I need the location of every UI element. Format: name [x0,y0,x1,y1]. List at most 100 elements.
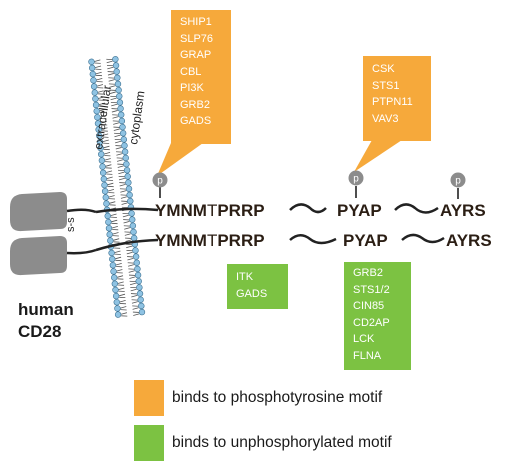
legend-swatch-unphospho [134,425,164,461]
motif-ayrs-bottom: AYRS [446,231,492,250]
lipid-head [114,311,122,318]
legend-label-unphospho: binds to unphosphorylated motif [172,434,392,451]
binder-item: GADS [236,287,268,300]
lipid-head [121,142,128,149]
linker-t-top: T [207,201,217,220]
lipid-head [101,181,108,189]
lipid-head [135,278,142,285]
lipid-head [109,255,116,263]
motif-prrp-bottom: PRRP [217,231,264,250]
lipid-head [129,216,136,223]
pyap-unphospho-binders-box: GRB2 STS1/2 CIN85 CD2AP LCK FLNA [344,262,411,370]
binder-item: CD2AP [353,316,390,329]
lipid-head [119,130,127,137]
lipid-head [99,163,106,170]
lipid-head [138,302,145,310]
motif-pyap-bottom: PYAP [343,231,388,250]
lipid-head [138,308,146,316]
binder-item: GADS [180,115,212,127]
prrp-unphospho-binders-box: ITK GADS [227,264,288,309]
lipid-head [133,259,140,266]
ymnm-phospho-binders-box: SHIP1 SLP76 GRAP CBL PI3K GRB2 GADS [171,10,231,144]
legend-swatch-phospho [134,380,164,416]
chain-bottom-tm [95,238,159,252]
lipid-head [127,197,134,205]
chain-top-tm [95,207,159,214]
lipid-head [132,253,140,260]
lipid-head [97,144,104,152]
lipid-head [129,222,137,229]
protein-title-line2: CD28 [18,322,62,341]
protein-title-line1: human [18,300,74,319]
lipid-head [136,284,143,291]
lipid-head [136,290,144,297]
lipid-head [123,160,130,168]
lipid-head [124,173,131,180]
lipid-head [132,247,139,254]
chain-top-linker1 [289,203,327,214]
binder-item: LCK [353,333,375,345]
binder-item: FLNA [353,349,382,362]
lipid-head [118,111,125,118]
lipid-head [116,99,124,106]
binder-item: STS1/2 [353,283,390,296]
motif-prrp-top: PRRP [217,201,264,220]
lipid-head [126,191,133,199]
lipid-head [104,212,111,220]
lipid-head [119,123,126,131]
linker-t-bottom: T [207,231,217,250]
motif-ymnm-bottom: YMNM [155,231,207,250]
phospho-label-ymnm: p [157,176,163,187]
lipid-head [92,95,99,103]
lipid-head [105,225,113,232]
lipid-head [91,89,98,96]
binder-item: SLP76 [180,32,214,45]
binder-item: GRB2 [180,98,210,111]
binder-item: STS1 [372,79,400,92]
lipid-head [128,210,135,217]
lipid-head [112,292,120,300]
lipid-head [114,74,121,81]
chain-top-linker2 [394,203,439,214]
lipid-head [110,274,118,281]
chain-top-stalk [66,208,97,214]
lipid-head [115,86,122,94]
lipid-head [112,56,119,63]
lipid-head [103,200,110,207]
ig-domain-top [10,192,67,232]
lipid-head [120,136,128,143]
lipid-head [110,268,117,275]
lipid-head [90,77,97,84]
lipid-head [113,299,120,306]
lipid-head [107,237,114,244]
binder-item: GRB2 [353,267,383,279]
phospho-marker-ymnm: p [152,172,168,198]
lipid-head [108,249,115,257]
lipid-head [123,167,131,174]
cytoplasm-label: cytoplasm [126,90,147,145]
lipid-head [95,126,102,133]
lipid-head [116,93,123,100]
lipid-head [100,175,108,183]
phospho-marker-ayrs: p [450,172,466,199]
lipid-head [112,62,120,69]
lipid-head [112,286,119,294]
lipid-head [96,132,103,139]
lipid-head [125,179,132,186]
lipid-head [98,151,105,158]
phospho-label-pyap: p [353,174,359,185]
lipid-head [102,194,109,201]
lipid-head [88,64,96,72]
lipid-head [98,157,106,164]
lipid-head [118,117,126,125]
lipid-head [111,280,119,287]
lipid-head [117,105,124,112]
chain-bottom-linker1 [289,234,337,245]
ig-domain-bottom [10,236,67,276]
lipid-head [125,185,133,192]
lipid-head [114,305,121,312]
lipid-head [134,265,141,273]
chain-bottom-stalk [66,248,97,255]
binder-item: ITK [236,271,254,283]
